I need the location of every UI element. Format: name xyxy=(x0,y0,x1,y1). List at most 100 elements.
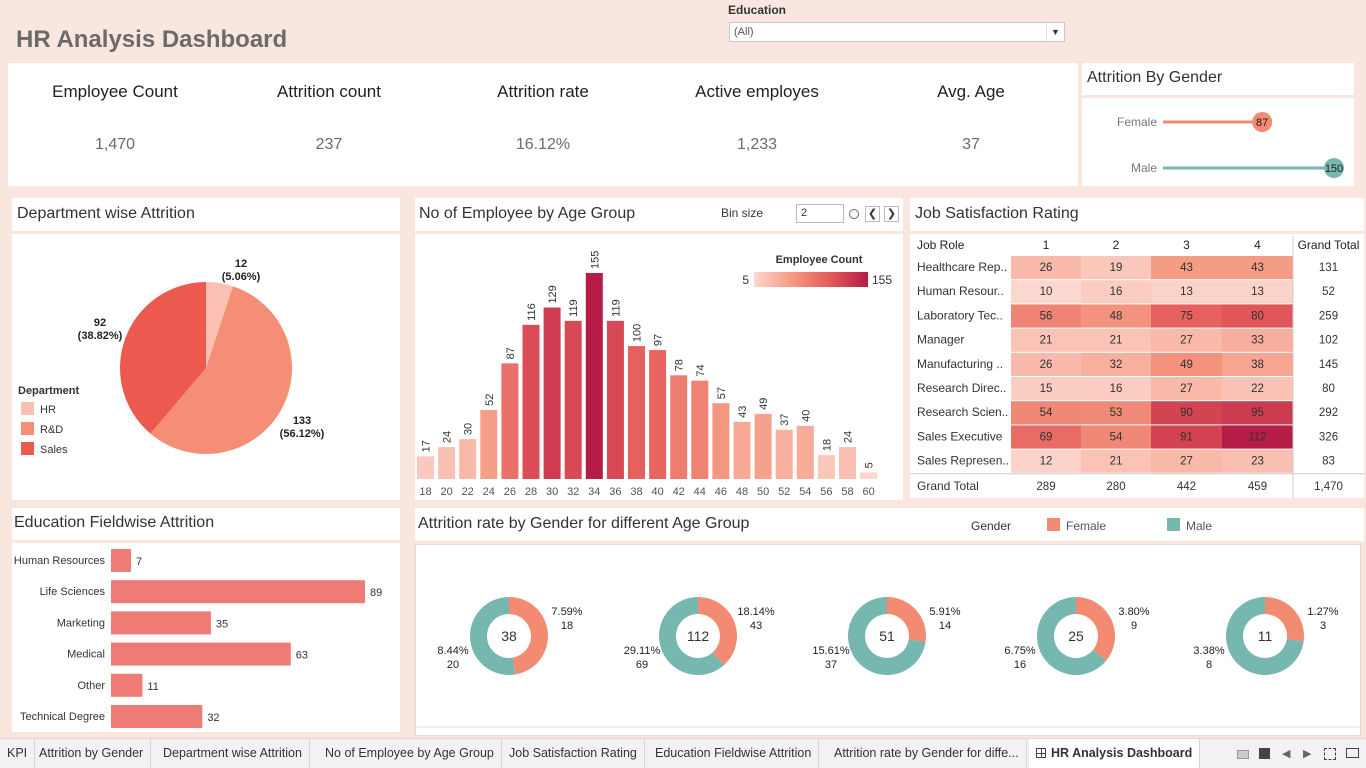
bin-decrease-button[interactable]: ❮ xyxy=(865,206,880,222)
age-tick-label: 26 xyxy=(504,486,516,498)
heatmap-cell xyxy=(1151,449,1222,473)
age-bar-label: 24 xyxy=(442,431,454,443)
row-total: 259 xyxy=(1319,310,1338,322)
kpi-label: Employee Count xyxy=(52,82,178,101)
edu-title-panel: Education Fieldwise Attrition xyxy=(12,508,400,540)
tab-kpi[interactable]: KPI xyxy=(0,739,36,768)
heatmap-value: 23 xyxy=(1251,456,1264,468)
grid-sort-icon[interactable] xyxy=(1237,750,1249,759)
square-stop-icon[interactable] xyxy=(1259,748,1270,759)
heatmap-cell xyxy=(1222,328,1293,352)
panel-title: No of Employee by Age Group xyxy=(419,205,636,222)
edu-chart-panel: Human Resources 7 Life Sciences 89 Marketing… xyxy=(12,543,400,732)
donut-male-count: 8 xyxy=(1206,659,1212,671)
kpi-value: 1,470 xyxy=(94,136,136,153)
bin-increase-button[interactable]: ❯ xyxy=(884,206,899,222)
row-total: 131 xyxy=(1319,262,1338,274)
donut-age-label: Under 25 xyxy=(484,733,534,736)
heatmap-cell xyxy=(1222,256,1293,280)
donut-total: 38 xyxy=(501,628,517,644)
job-table-panel: Job Role 1 2 3 4 Grand Total Healthcare Rep.. 2… xyxy=(910,234,1364,498)
age-bar xyxy=(796,425,814,479)
pie-pct-label: (38.82%) xyxy=(78,330,123,342)
age-bar xyxy=(459,439,477,479)
heatmap-value: 56 xyxy=(1040,310,1053,322)
heatmap-value: 12 xyxy=(1040,456,1053,468)
color-legend-min: 5 xyxy=(742,273,749,287)
edu-bar-value: 7 xyxy=(136,556,142,568)
legend-label: R&D xyxy=(40,424,63,436)
heatmap-cell xyxy=(1011,377,1081,401)
donut-group: 11 1.27% 3 3.38% 8 xyxy=(1193,597,1339,675)
tab-department-wise-attrition[interactable]: Department wise Attrition xyxy=(156,739,310,768)
heatmap-value: 43 xyxy=(1251,262,1264,274)
age-bar-label: 116 xyxy=(526,303,538,321)
edu-bar xyxy=(111,673,143,697)
donut-female-pct: 1.27% xyxy=(1307,606,1338,618)
age-bar-label: 30 xyxy=(463,423,475,435)
heatmap-value: 26 xyxy=(1040,262,1053,274)
age-tick-label: 24 xyxy=(483,486,495,498)
bin-reset-icon[interactable] xyxy=(849,209,859,219)
age-bar-label: 74 xyxy=(695,364,707,376)
tab-job-satisfaction-rating[interactable]: Job Satisfaction Rating xyxy=(502,739,645,768)
age-tick-label: 44 xyxy=(694,486,706,498)
donut-female-segment xyxy=(509,597,548,675)
donut-group: 38 7.59% 18 8.44% 20 xyxy=(437,597,583,675)
donut-female-pct: 3.80% xyxy=(1118,606,1149,618)
department-pie-chart: 12(5.06%) 133(56.12%) 92(38.82%) Department… xyxy=(18,258,325,456)
job-role-label: Research Direc.. xyxy=(917,381,1006,395)
heatmap-value: 26 xyxy=(1040,359,1053,371)
donut-group: 51 5.91% 14 15.61% 37 xyxy=(812,597,961,675)
tab-employee-by-age-group[interactable]: No of Employee by Age Group xyxy=(318,739,502,768)
heatmap-cell xyxy=(1081,352,1151,376)
heatmap-cell xyxy=(1222,280,1293,304)
pie-value-label: 92 xyxy=(94,317,106,329)
job-role-label: Manager xyxy=(917,333,964,347)
age-tick-label: 48 xyxy=(736,486,748,498)
donut-age-label: 25 - 34 xyxy=(679,733,717,736)
tab-attrition-by-gender[interactable]: Attrition by Gender xyxy=(32,739,152,768)
table-header: 3 xyxy=(1183,238,1190,252)
tab-hr-analysis-dashboard[interactable]: HR Analysis Dashboard xyxy=(1029,739,1201,768)
donut-total: 51 xyxy=(879,628,895,644)
job-role-label: Sales Represen.. xyxy=(917,454,1009,468)
age-bar-label: 52 xyxy=(484,394,496,406)
donut-male-count: 20 xyxy=(447,659,459,671)
bin-size-input[interactable]: 2 xyxy=(796,204,844,223)
present-icon[interactable] xyxy=(1346,748,1359,758)
row-total: 83 xyxy=(1322,456,1335,468)
age-chart-panel: 17 18 24 20 30 22 52 24 87 26 116 28 129 30 119 32 155 34… xyxy=(415,234,903,500)
chevron-down-icon[interactable]: ▼ xyxy=(1046,23,1064,41)
heatmap-value: 27 xyxy=(1180,456,1193,468)
age-bar xyxy=(585,273,603,479)
prev-icon[interactable]: ◀ xyxy=(1282,748,1291,760)
fullscreen-icon[interactable] xyxy=(1324,748,1336,760)
heatmap-cell xyxy=(1011,401,1081,425)
age-bar-label: 97 xyxy=(653,334,665,346)
row-total: 292 xyxy=(1319,407,1338,419)
heatmap-cell xyxy=(1151,352,1222,376)
heatmap-cell xyxy=(1222,449,1293,473)
education-filter-dropdown[interactable]: (All) ▼ xyxy=(729,22,1065,42)
next-icon[interactable]: ▶ xyxy=(1303,748,1312,760)
age-bar-label: 49 xyxy=(758,398,770,410)
heatmap-value: 75 xyxy=(1180,310,1193,322)
age-bar xyxy=(817,455,835,479)
gender-label: Female xyxy=(1117,115,1157,129)
age-tick-label: 46 xyxy=(715,486,727,498)
tab-attrition-rate-by-gender[interactable]: Attrition rate by Gender for diffe... xyxy=(827,739,1027,768)
tab-education-fieldwise-attrition[interactable]: Education Fieldwise Attrition xyxy=(648,739,820,768)
pie-value-label: 133 xyxy=(293,415,311,427)
edu-category-label: Medical xyxy=(67,649,105,661)
edu-bar-value: 35 xyxy=(216,618,228,630)
age-title-panel: No of Employee by Age Group Bin size 2 ❮… xyxy=(415,198,903,231)
legend-female-label: Female xyxy=(1066,519,1107,533)
age-bar xyxy=(754,413,772,479)
attrition-gender-title-panel: Attrition By Gender xyxy=(1082,63,1354,95)
donut-female-count: 3 xyxy=(1320,620,1326,632)
edu-bar-value: 89 xyxy=(370,587,382,599)
age-tick-label: 34 xyxy=(588,486,600,498)
donut-female-count: 14 xyxy=(939,620,951,632)
